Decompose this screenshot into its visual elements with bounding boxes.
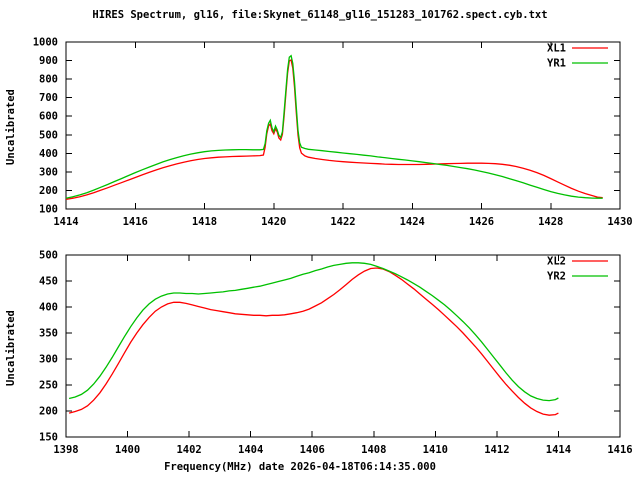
- y-tick-label: 350: [39, 328, 58, 340]
- y-tick-label: 200: [39, 185, 58, 197]
- y-tick-label: 300: [39, 354, 58, 366]
- x-axis-label: Frequency(MHz) date 2026-04-18T06:14:35.…: [164, 461, 436, 473]
- series-line-XL1: [65, 59, 603, 201]
- y-tick-label: 500: [39, 129, 58, 141]
- x-tick-label: 1418: [192, 216, 217, 228]
- x-tick-label: 1398: [53, 444, 78, 456]
- series-line-YR2: [68, 262, 559, 402]
- y-tick-label: 400: [39, 148, 58, 160]
- y-tick-label: 500: [39, 250, 58, 262]
- legend-label-XL2: XL2: [547, 256, 566, 268]
- series-line-YR1: [65, 54, 603, 199]
- y-tick-label: 600: [39, 111, 58, 123]
- x-tick-label: 1428: [538, 216, 563, 228]
- y-tick-label: 800: [39, 74, 58, 86]
- legend-label-YR2: YR2: [547, 271, 566, 283]
- x-tick-label: 1402: [176, 444, 201, 456]
- x-tick-label: 1408: [361, 444, 386, 456]
- x-tick-label: 1422: [330, 216, 355, 228]
- y-tick-label: 700: [39, 92, 58, 104]
- y-tick-label: 100: [39, 204, 58, 216]
- x-tick-label: 1416: [607, 444, 632, 456]
- y-tick-label: 450: [39, 276, 58, 288]
- x-tick-label: 1410: [423, 444, 448, 456]
- y-tick-label: 300: [39, 166, 58, 178]
- chart-1: 1414 1416 1418 1420 1422 1424 1426 1428 1430 100 2…: [33, 37, 633, 229]
- x-tick-label: 1400: [115, 444, 140, 456]
- x-tick-label: 1412: [484, 444, 509, 456]
- series-line-XL2: [68, 267, 559, 416]
- y-tick-label: 200: [39, 406, 58, 418]
- plot-frame: [65, 254, 621, 438]
- y-tick-label: 150: [39, 432, 58, 444]
- x-tick-label: 1420: [261, 216, 286, 228]
- x-tick-label: 1424: [400, 216, 425, 228]
- x-tick-label: 1404: [238, 444, 263, 456]
- y-tick-label: 400: [39, 302, 58, 314]
- legend-label-YR1: YR1: [547, 58, 566, 70]
- x-tick-label: 1416: [123, 216, 148, 228]
- y-tick-label: 1000: [33, 37, 58, 49]
- x-tick-label: 1414: [546, 444, 571, 456]
- plot-frame: [65, 41, 621, 210]
- x-tick-label: 1406: [300, 444, 325, 456]
- legend-label-XL1: XL1: [547, 43, 566, 55]
- x-tick-label: 1414: [53, 216, 78, 228]
- chart-2: 1398 1400 1402 1404 1406 1408 1410 1412 1414 1416…: [39, 250, 633, 457]
- x-tick-label: 1430: [607, 216, 632, 228]
- x-tick-label: 1426: [469, 216, 494, 228]
- y-tick-label: 900: [39, 55, 58, 67]
- y-tick-label: 250: [39, 380, 58, 392]
- chart-title: HIRES Spectrum, gl16, file:Skynet_61148_…: [92, 9, 548, 21]
